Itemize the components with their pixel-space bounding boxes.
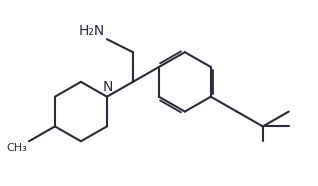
Text: N: N <box>102 81 113 94</box>
Text: H₂N: H₂N <box>79 24 105 38</box>
Text: CH₃: CH₃ <box>6 143 27 153</box>
